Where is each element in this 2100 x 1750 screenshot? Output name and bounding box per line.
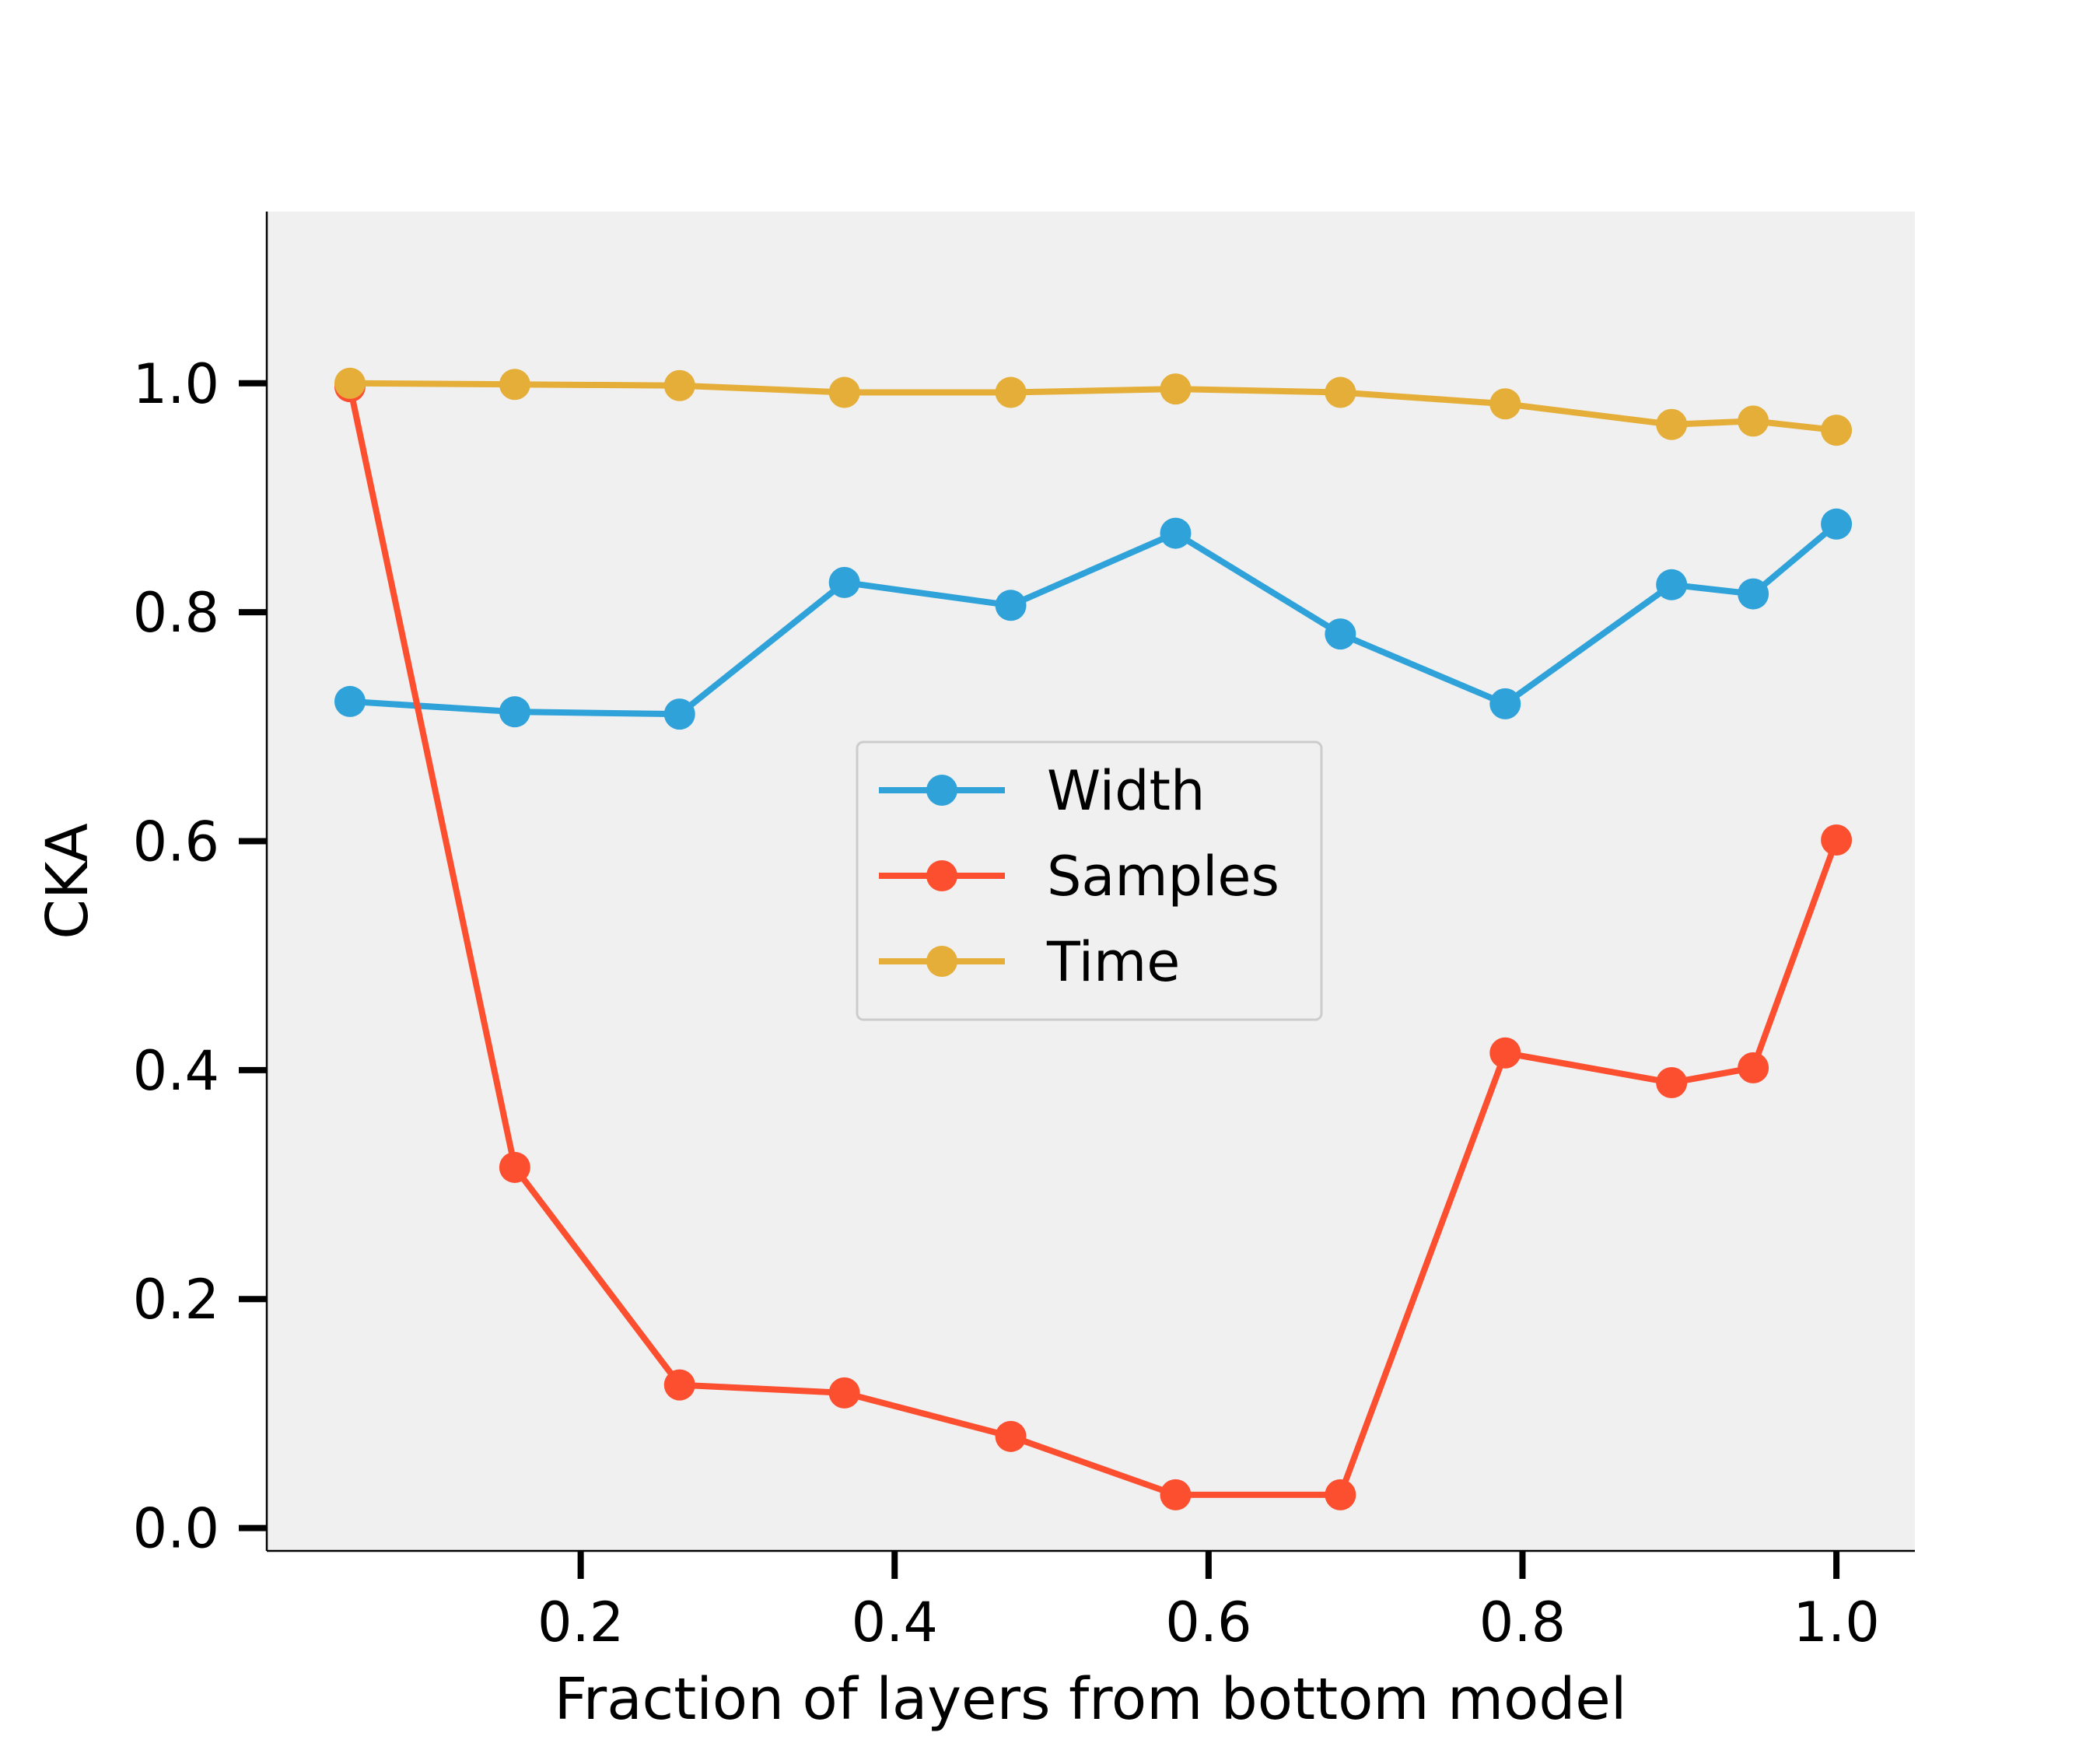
data-point-time: [1489, 388, 1521, 420]
data-point-time: [499, 369, 530, 401]
y-tick-label: 0.2: [133, 1268, 219, 1332]
data-point-samples: [995, 1420, 1027, 1452]
legend-label-time: Time: [1046, 930, 1180, 994]
data-point-width: [995, 590, 1027, 621]
series-width: [334, 508, 1853, 730]
legend-marker-width: [926, 775, 957, 806]
data-point-samples: [1489, 1037, 1521, 1069]
data-point-time: [1325, 376, 1356, 408]
y-axis-label: CKA: [34, 823, 101, 940]
series-time: [334, 367, 1853, 446]
data-point-width: [1160, 517, 1192, 549]
data-point-samples: [1656, 1067, 1688, 1099]
series-layer: [334, 367, 1853, 1510]
data-point-samples: [828, 1377, 860, 1409]
data-point-time: [334, 367, 366, 399]
x-tick-label: 0.4: [852, 1591, 938, 1654]
data-point-time: [1656, 408, 1688, 440]
data-point-width: [334, 685, 366, 717]
data-point-width: [1325, 618, 1356, 650]
data-point-time: [663, 369, 695, 401]
x-tick-label: 0.6: [1165, 1591, 1251, 1654]
legend-label-width: Width: [1047, 759, 1205, 823]
data-point-time: [995, 376, 1027, 408]
legend: Width Samples Time: [856, 740, 1323, 1021]
legend-marker-time: [926, 946, 957, 977]
data-point-time: [1738, 405, 1769, 437]
y-tick-label: 0.8: [133, 581, 219, 645]
data-point-time: [828, 376, 860, 408]
data-point-width: [1656, 569, 1688, 600]
data-point-width: [1738, 578, 1769, 610]
data-point-samples: [499, 1151, 530, 1183]
data-point-samples: [1738, 1052, 1769, 1083]
x-tick-label: 0.8: [1479, 1591, 1566, 1654]
x-axis-label: Fraction of layers from bottom model: [555, 1666, 1627, 1733]
data-point-time: [1160, 373, 1192, 405]
x-tick-label: 1.0: [1793, 1591, 1879, 1654]
y-tick-label: 1.0: [133, 352, 219, 416]
y-tick-label: 0.0: [133, 1497, 219, 1561]
data-point-samples: [1821, 824, 1853, 856]
y-axis-ticks: 0.0 0.2 0.4 0.6 0.8 1.0: [133, 352, 267, 1561]
series-samples: [334, 371, 1853, 1510]
data-point-width: [499, 696, 530, 728]
data-point-samples: [1160, 1479, 1192, 1510]
data-point-samples: [663, 1369, 695, 1401]
data-point-width: [663, 698, 695, 730]
legend-marker-samples: [926, 860, 957, 891]
y-tick-label: 0.6: [133, 810, 219, 873]
data-point-width: [828, 566, 860, 598]
legend-label-samples: Samples: [1047, 845, 1279, 908]
x-tick-label: 0.2: [537, 1591, 624, 1654]
x-axis-ticks: 0.2 0.4 0.6 0.8 1.0: [537, 1551, 1880, 1654]
y-tick-label: 0.4: [133, 1039, 219, 1103]
data-point-width: [1821, 508, 1853, 540]
legend-frame: [856, 740, 1323, 1021]
data-point-samples: [1325, 1479, 1356, 1510]
data-point-width: [1489, 688, 1521, 719]
data-point-time: [1821, 415, 1853, 446]
